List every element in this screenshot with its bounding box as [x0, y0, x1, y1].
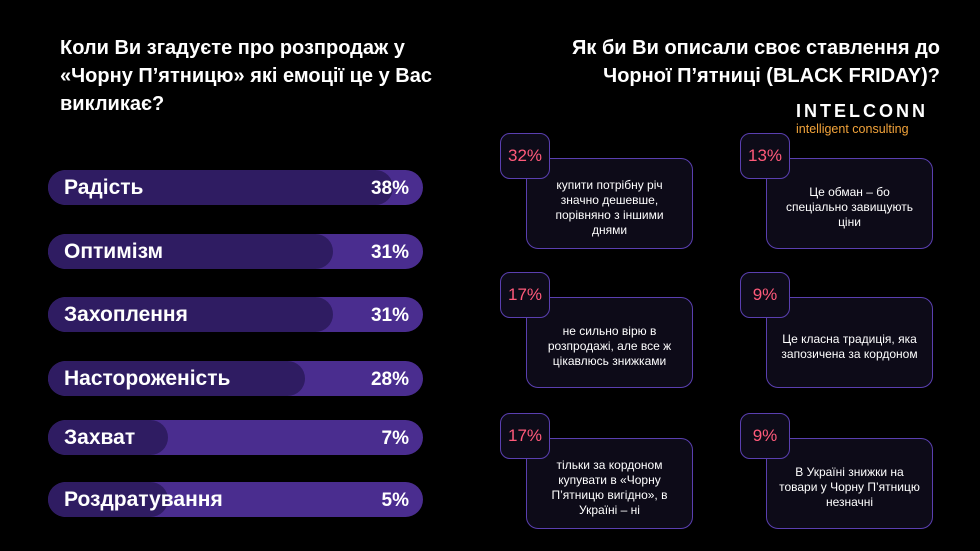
- brand-logo: INTELCONN intelligent consulting: [796, 101, 928, 136]
- attitude-card: Це класна традиція, яка запозичена за ко…: [766, 297, 933, 388]
- bar-category-label: Роздратування: [64, 488, 223, 511]
- attitude-card: тільки за кордоном купувати в «Чорну П’я…: [526, 438, 693, 529]
- bar-fill: [48, 361, 305, 396]
- attitude-percent-badge: 9%: [740, 272, 790, 318]
- attitude-percent-badge: 17%: [500, 272, 550, 318]
- bar-category-label: Радість: [64, 176, 144, 199]
- attitude-card: Це обман – бо спеціально завищують ціни: [766, 158, 933, 249]
- attitude-card-text: Це класна традиція, яка запозичена за ко…: [781, 331, 918, 361]
- bar-value-label: 5%: [381, 490, 409, 511]
- bar-row: Захват 7%: [48, 420, 423, 455]
- right-chart-title: Як би Ви описали своє ставлення до Чорно…: [572, 37, 940, 87]
- attitude-percent-badge: 9%: [740, 413, 790, 459]
- bar-row: Радість 38%: [48, 170, 423, 205]
- attitude-card-text: В Україні знижки на товари у Чорну П’ятн…: [779, 465, 920, 509]
- attitude-card-text: Це обман – бо спеціально завищують ціни: [785, 185, 914, 229]
- attitude-card-text: не сильно вірю в розпродажі, але все ж ц…: [547, 324, 672, 368]
- bar-category-label: Захват: [64, 426, 136, 449]
- attitude-percent-badge: 13%: [740, 133, 790, 179]
- bar-row: Роздратування 5%: [48, 482, 423, 517]
- bar-row: Настороженість 28%: [48, 361, 423, 396]
- bar-fill: [48, 170, 393, 205]
- attitude-percent-badge: 17%: [500, 413, 550, 459]
- bar-value-label: 38%: [370, 178, 409, 199]
- attitude-percent-badge: 32%: [500, 133, 550, 179]
- bar-row: Оптимізм 31%: [48, 234, 423, 269]
- bar-category-label: Оптимізм: [64, 240, 164, 263]
- bar-value-label: 7%: [381, 428, 409, 449]
- attitude-card: не сильно вірю в розпродажі, але все ж ц…: [526, 297, 693, 388]
- bar-fill: [48, 420, 168, 455]
- bar-value-label: 28%: [370, 369, 409, 390]
- attitude-card: В Україні знижки на товари у Чорну П’ятн…: [766, 438, 933, 529]
- bar-value-label: 31%: [370, 305, 409, 326]
- brand-tagline: intelligent consulting: [796, 122, 909, 136]
- bar-value-label: 31%: [370, 242, 409, 263]
- bar-fill: [48, 482, 168, 517]
- bar-row: Захоплення 31%: [48, 297, 423, 332]
- bar-fill: [48, 234, 333, 269]
- bar-category-label: Захоплення: [64, 303, 188, 326]
- bar-category-label: Настороженість: [64, 367, 231, 390]
- attitude-card: купити потрібну річ значно дешевше, порі…: [526, 158, 693, 249]
- bar-fill: [48, 297, 333, 332]
- brand-name: INTELCONN: [796, 101, 928, 121]
- attitude-card-text: тільки за кордоном купувати в «Чорну П’я…: [551, 457, 668, 517]
- attitude-card-text: купити потрібну річ значно дешевше, порі…: [555, 177, 664, 237]
- left-chart-title: Коли Ви згадуєте про розпродаж у «Чорну …: [60, 37, 432, 115]
